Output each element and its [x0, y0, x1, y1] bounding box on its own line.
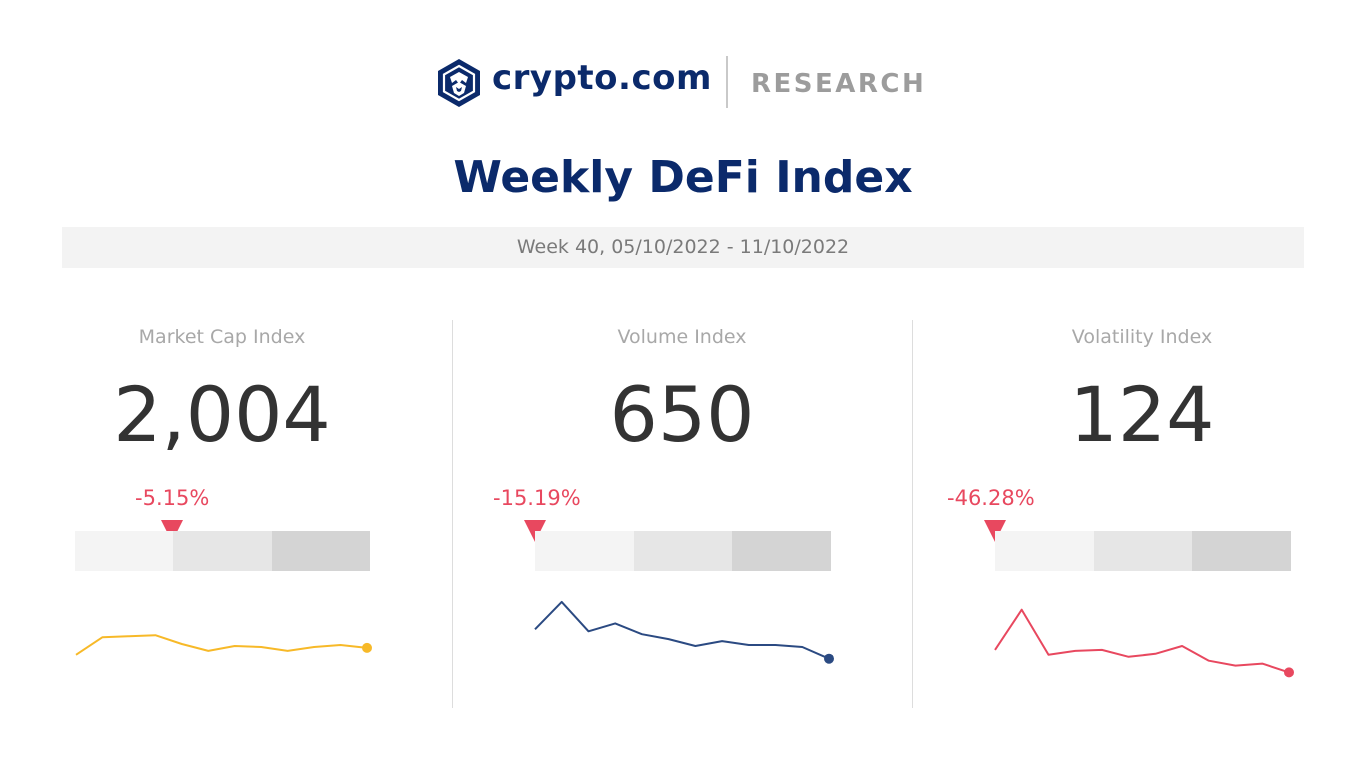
- sparkline-end-point: [362, 642, 372, 653]
- sparkline-point: [1154, 653, 1156, 655]
- market-cap-panel: Market Cap Index 2,004 -5.15%: [0, 320, 444, 720]
- volume-label: Volume Index: [617, 326, 747, 348]
- volume-sparkline: [534, 600, 834, 664]
- sparkline-point: [102, 636, 104, 638]
- sparkline-point: [1261, 663, 1263, 665]
- sparkline-point: [775, 644, 777, 646]
- gauge-segment-mid: [633, 531, 733, 571]
- sparkline-point: [641, 633, 643, 635]
- market-cap-label: Market Cap Index: [138, 326, 306, 348]
- sparkline-point: [207, 650, 209, 652]
- volatility-sparkline: [994, 608, 1294, 678]
- volatility-value: 124: [1069, 370, 1215, 459]
- gauge-segment-low: [995, 531, 1094, 571]
- market-cap-change: -5.15%: [135, 486, 210, 510]
- volatility-label: Volatility Index: [1071, 326, 1213, 348]
- sparkline-point: [748, 644, 750, 646]
- gauge-segment-mid: [173, 531, 272, 571]
- sparkline-point: [128, 635, 130, 637]
- sparkline-series-line: [534, 600, 830, 660]
- sparkline-point: [181, 643, 183, 645]
- market-cap-sparkline: [75, 634, 372, 656]
- sparkline-series-line: [75, 634, 368, 656]
- header: crypto.com RESEARCH: [0, 52, 1366, 112]
- crypto-com-lion-shield-icon: [438, 59, 480, 107]
- sparkline-point: [1208, 660, 1210, 662]
- week-range: Week 40, 05/10/2022 - 11/10/2022: [62, 227, 1304, 268]
- gauge-segment-high: [1192, 531, 1292, 571]
- sparkline-series-line: [994, 608, 1290, 674]
- sparkline-point: [1128, 656, 1130, 658]
- sparkline-point: [561, 601, 563, 603]
- column-divider: [452, 320, 453, 708]
- sparkline-point: [1048, 654, 1050, 656]
- sparkline-end-point: [824, 653, 834, 664]
- column-divider: [912, 320, 913, 708]
- sparkline-point: [287, 650, 289, 652]
- sparkline-point: [260, 646, 262, 648]
- sparkline-point: [694, 645, 696, 647]
- sparkline-point: [668, 638, 670, 640]
- gauge-segment-mid: [1093, 531, 1193, 571]
- sparkline-point: [234, 645, 236, 647]
- market-cap-value: 2,004: [113, 370, 331, 459]
- sparkline-point: [1021, 609, 1023, 611]
- section-label: RESEARCH: [751, 69, 927, 99]
- volatility-change: -46.28%: [947, 486, 1035, 510]
- volume-panel: Volume Index 650 -15.19%: [460, 320, 904, 720]
- gauge-segment-low: [75, 531, 174, 571]
- sparkline-point: [1235, 665, 1237, 667]
- sparkline-point: [721, 640, 723, 642]
- sparkline-point: [1181, 645, 1183, 647]
- page-title: Weekly DeFi Index: [453, 152, 913, 203]
- sparkline-point: [75, 654, 77, 656]
- sparkline-point: [588, 630, 590, 632]
- volume-value: 650: [609, 370, 755, 459]
- sparkline-point: [994, 649, 996, 651]
- sparkline-point: [1074, 650, 1076, 652]
- market-cap-gauge: [75, 531, 370, 571]
- sparkline-end-point: [1284, 667, 1294, 678]
- sparkline-point: [801, 646, 803, 648]
- volatility-panel: Volatility Index 124 -46.28%: [920, 320, 1364, 720]
- sparkline-point: [534, 628, 536, 630]
- sparkline-point: [1101, 649, 1103, 651]
- gauge-segment-low: [535, 531, 634, 571]
- sparkline-point: [154, 634, 156, 636]
- volume-change: -15.19%: [493, 486, 581, 510]
- brand-name: crypto.com: [492, 58, 712, 98]
- volatility-gauge: [995, 531, 1292, 571]
- sparkline-point: [340, 644, 342, 646]
- gauge-segment-high: [732, 531, 832, 571]
- sparkline-point: [313, 646, 315, 648]
- volume-gauge: [535, 531, 832, 571]
- gauge-segment-high: [271, 531, 370, 571]
- sparkline-point: [614, 622, 616, 624]
- brand-divider: [726, 56, 728, 108]
